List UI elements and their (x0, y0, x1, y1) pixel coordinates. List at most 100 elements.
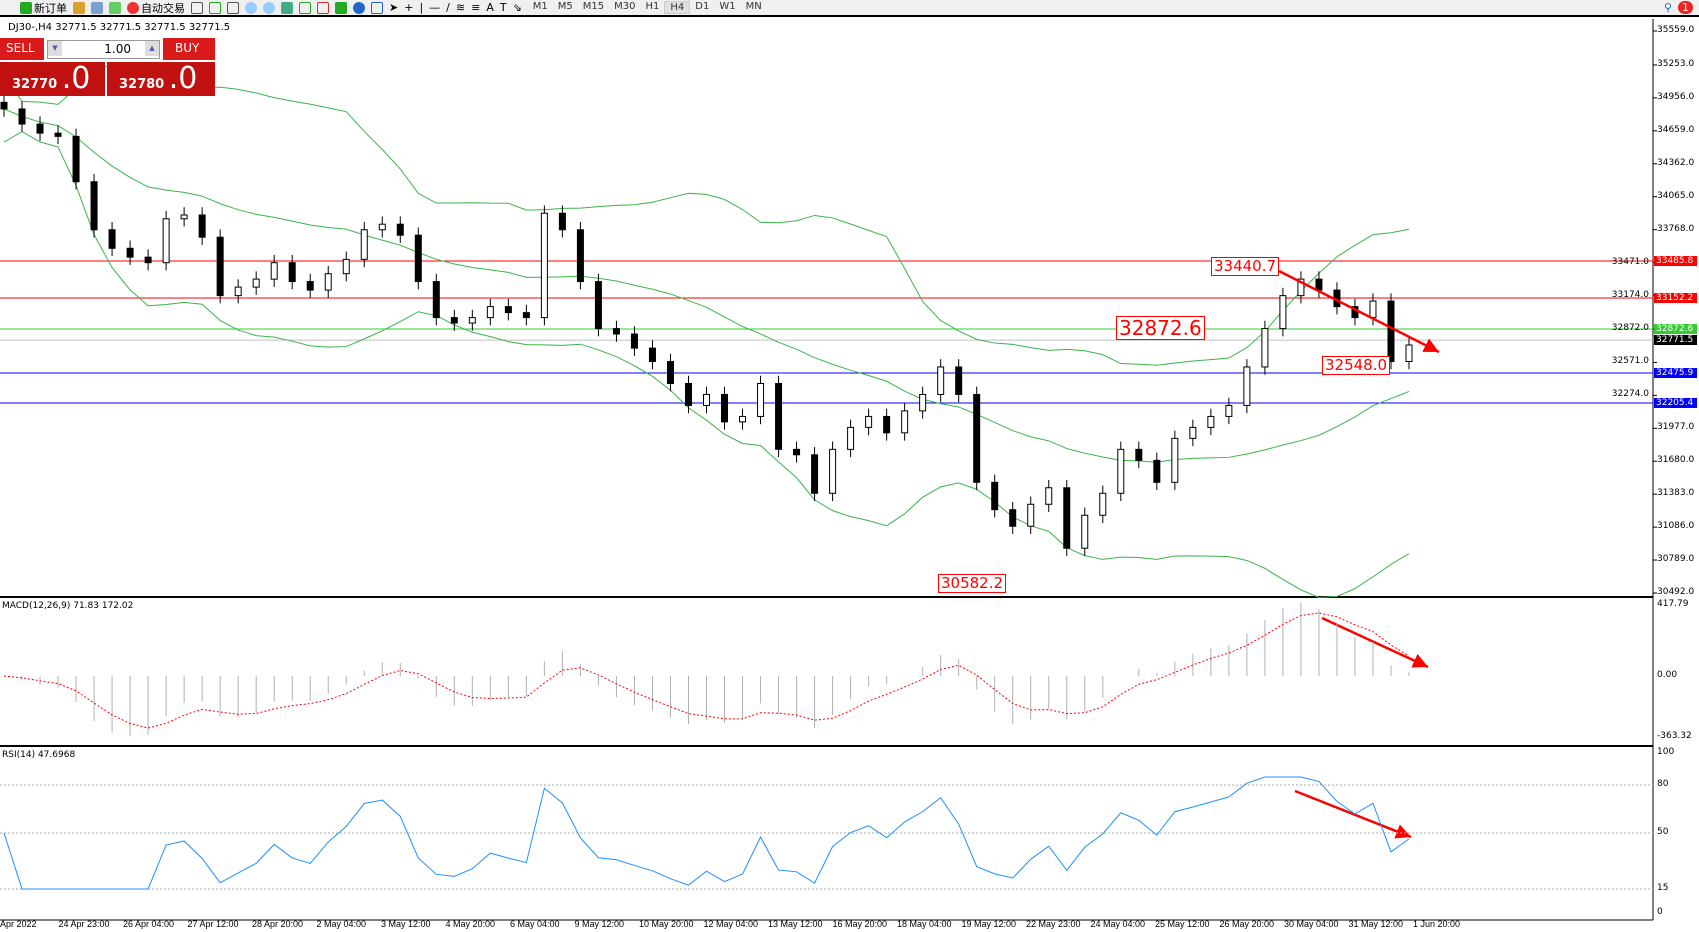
timeframe-h4[interactable]: H4 (664, 1, 691, 14)
macd-signal-line (3, 612, 1410, 729)
candle-body (1099, 492, 1107, 516)
candle-body (703, 393, 710, 406)
periods-icon[interactable] (353, 1, 365, 14)
fibo-levels-icon[interactable]: ≡ (471, 1, 481, 14)
trendline-icon[interactable]: / (446, 1, 450, 14)
candle-body (108, 229, 116, 249)
toolbar: 新订单 自动交易 ➤ + | — / ≋ ≡ A T ⇘ M1 M5 M15 M30 H… (0, 0, 1699, 17)
level-price-tag: 32205.4 (1654, 397, 1697, 408)
candle-body (1117, 448, 1125, 494)
price-tick-label: 33174.0 (1611, 289, 1649, 300)
level-price-tag: 32872.6 (1654, 323, 1697, 334)
autoscroll-icon[interactable] (299, 1, 311, 14)
candle-body (684, 382, 692, 406)
candle-body (1063, 487, 1071, 549)
price-tick-label: 31086.0 (1657, 521, 1695, 532)
navigator-icon[interactable] (91, 1, 103, 14)
bar-chart-icon[interactable] (191, 1, 203, 14)
price-annotation[interactable]: 32548.0 (1322, 356, 1391, 375)
candle-body (522, 312, 530, 319)
time-axis-label: 18 May 04:00 (897, 919, 952, 929)
level-price-tag: 32475.9 (1654, 367, 1697, 378)
arrows-icon[interactable]: ⇘ (512, 1, 522, 14)
tile-windows-icon[interactable] (281, 1, 293, 14)
price-annotation[interactable]: 32872.6 (1116, 316, 1205, 340)
buy-price[interactable]: 32780 .0 (107, 62, 215, 96)
horizontal-line-icon[interactable]: — (429, 1, 441, 14)
candle-body (162, 218, 170, 264)
candle-body (18, 108, 26, 125)
timeframe-m1[interactable]: M1 (532, 1, 548, 12)
trend-arrow (1294, 789, 1412, 839)
notification-badge[interactable]: 1 (1678, 1, 1693, 14)
text-label-icon[interactable]: T (499, 1, 507, 14)
timeframe-m30[interactable]: M30 (614, 1, 636, 12)
line-chart-icon[interactable] (227, 1, 239, 14)
time-axis-label: 24 May 04:00 (1090, 919, 1146, 929)
price-annotation[interactable]: 33440.7 (1211, 257, 1280, 276)
candle-body (0, 101, 8, 110)
signal-icon[interactable] (109, 1, 121, 14)
price-tick-label: 33471.0 (1611, 256, 1649, 267)
macd-tick-label: 0.00 (1657, 670, 1678, 680)
candle-body (1207, 415, 1215, 428)
zoom-in-icon[interactable] (245, 1, 257, 14)
candle-body (216, 236, 224, 297)
price-annotation[interactable]: 30582.2 (938, 574, 1007, 593)
candle-body (72, 135, 80, 183)
price-tick-label: 32274.0 (1611, 389, 1649, 400)
timeframe-d1[interactable]: D1 (695, 1, 710, 12)
search-icon[interactable]: ⚲ (1663, 1, 1672, 14)
auto-trading-button[interactable]: 自动交易 (127, 0, 185, 16)
price-tick-label: 35253.0 (1657, 58, 1695, 69)
upper-band-line (3, 63, 1410, 366)
sell-price[interactable]: 32770 .0 (0, 62, 105, 96)
candle-body (1081, 514, 1089, 549)
level-price-tag: 33152.2 (1654, 292, 1697, 303)
candle-body (811, 454, 819, 494)
buy-button[interactable]: BUY (163, 38, 215, 60)
price-tick-label: 30492.0 (1657, 587, 1695, 597)
plus-icon (20, 1, 32, 14)
sell-button[interactable]: SELL (0, 38, 44, 60)
timeframe-m15[interactable]: M15 (582, 1, 605, 12)
candle-body (540, 212, 548, 319)
candle-body (90, 181, 98, 231)
chart-shift-icon[interactable] (317, 1, 329, 14)
time-axis-label: 1 Jun 20:00 (1413, 919, 1461, 929)
candle-body (901, 410, 909, 434)
new-order-button[interactable]: 新订单 (20, 0, 67, 16)
crosshair-icon[interactable]: + (404, 1, 414, 14)
level-price-tag: 32771.5 (1654, 335, 1697, 346)
candle-body (1171, 437, 1179, 483)
indicators-icon[interactable] (335, 1, 347, 14)
trend-arrow (1278, 269, 1440, 354)
lot-decrease-button[interactable]: ▼ (48, 41, 62, 56)
candle-body (648, 347, 656, 363)
candlestick-icon[interactable] (209, 1, 221, 14)
candle-body (54, 132, 62, 137)
price-chart[interactable] (0, 19, 1699, 932)
candle-body (1225, 404, 1233, 417)
fibonacci-icon[interactable]: ≋ (455, 1, 466, 14)
timeframe-h1[interactable]: H1 (645, 1, 660, 12)
vertical-line-icon[interactable]: | (419, 1, 424, 14)
zoom-out-icon[interactable] (263, 1, 275, 14)
time-axis-label: 10 May 20:00 (639, 919, 694, 929)
timeframe-w1[interactable]: W1 (719, 1, 736, 12)
market-watch-icon[interactable] (73, 1, 85, 14)
price-tick-label: 34956.0 (1657, 91, 1695, 102)
candle-body (973, 393, 981, 483)
time-axis-label: 25 May 12:00 (1155, 919, 1210, 929)
timeframe-m5[interactable]: M5 (557, 1, 573, 12)
lot-increase-button[interactable]: ▲ (145, 41, 159, 56)
candle-body (594, 281, 602, 330)
text-icon[interactable]: A (486, 1, 494, 14)
cursor-icon[interactable]: ➤ (389, 1, 399, 14)
timeframe-mn[interactable]: MN (745, 1, 762, 12)
lot-size-input[interactable]: 1.00 (47, 40, 160, 59)
templates-icon[interactable] (371, 1, 383, 14)
price-tick-label: 30789.0 (1657, 554, 1695, 565)
time-axis-label: 4 May 20:00 (445, 919, 496, 929)
rsi-tick-label: 80 (1657, 779, 1669, 789)
